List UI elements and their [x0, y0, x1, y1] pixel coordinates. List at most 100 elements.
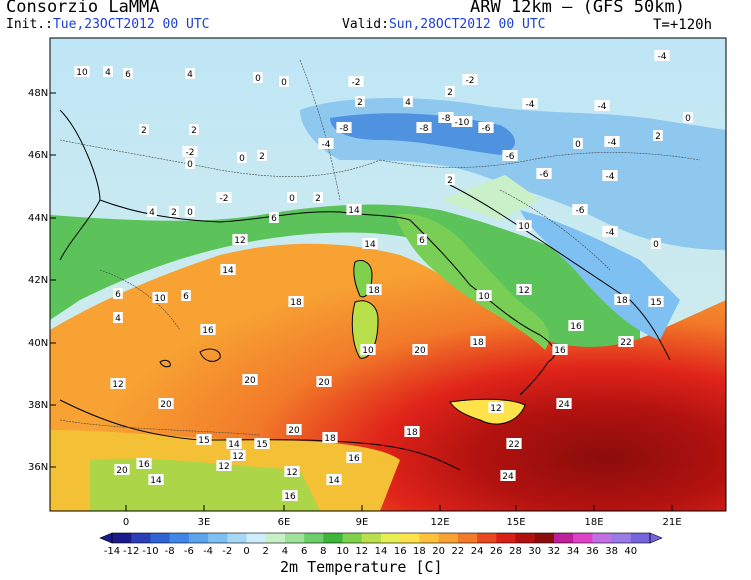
map-frame — [49, 37, 727, 512]
colorbar-label: 34 — [567, 546, 580, 557]
temperature-value-text: 18 — [406, 428, 418, 438]
temperature-value-text: 14 — [150, 476, 162, 486]
colorbar-label: 36 — [586, 546, 599, 557]
temperature-value-label: 22 — [618, 336, 634, 348]
colorbar-label: -2 — [222, 546, 232, 557]
temperature-value-text: 0 — [281, 78, 287, 88]
temperature-value-text: -8 — [442, 114, 451, 124]
temperature-value-text: 20 — [160, 400, 172, 410]
colorbar-swatch — [630, 533, 651, 543]
lon-tick: 21E — [662, 517, 681, 528]
temperature-value-label: 2 — [257, 150, 267, 162]
temperature-value-label: 14 — [226, 438, 242, 450]
colorbar-swatch — [457, 533, 478, 543]
lat-tick: 46N — [28, 150, 48, 161]
temperature-value-label: 2 — [445, 86, 455, 98]
temperature-value-label: -4 — [604, 136, 620, 148]
temperature-value-text: 12 — [218, 462, 229, 472]
temperature-value-label: 18 — [614, 294, 630, 306]
temperature-value-label: 24 — [556, 398, 572, 410]
temperature-value-label: 14 — [220, 264, 236, 276]
temperature-value-label: 2 — [139, 124, 149, 136]
temperature-value-label: 18 — [288, 296, 304, 308]
temperature-value-label: 16 — [552, 344, 568, 356]
temperature-labels: 10 4 6 4 0 0 -22 42-2-4-42 2 -8-8 -10-6-8-4-200 2 -6… — [74, 50, 693, 502]
colorbar-swatch — [438, 533, 459, 543]
temperature-value-text: 18 — [290, 298, 302, 308]
temperature-value-label: -2 — [462, 74, 478, 86]
lon-tick-marks — [125, 505, 673, 511]
colorbar-swatch — [400, 533, 420, 543]
temperature-value-label: -8 — [416, 122, 432, 134]
temperature-value-label: 12 — [516, 284, 532, 296]
temperature-value-label: 0 — [237, 152, 247, 164]
temperature-value-label: 18 — [366, 284, 382, 296]
colorbar-swatch — [304, 533, 324, 543]
temperature-value-label: 14 — [362, 238, 378, 250]
map-fill: 10 4 6 4 0 0 -22 42-2-4-42 2 -8-8 -10-6-8-4-200 2 -6… — [50, 38, 726, 511]
temperature-value-label: 2 — [355, 96, 365, 108]
lat-tick: 44N — [28, 213, 48, 224]
temperature-value-text: 12 — [232, 452, 243, 462]
temperature-value-text: 16 — [570, 322, 582, 332]
temperature-value-text: 20 — [414, 346, 426, 356]
temperature-value-label: 12 — [232, 234, 248, 246]
colorbar-swatch — [169, 533, 190, 543]
temperature-value-label: -6 — [502, 150, 518, 162]
temperature-value-text: 2 — [655, 132, 661, 142]
temperature-value-text: 24 — [502, 472, 514, 482]
temperature-value-text: 0 — [685, 114, 691, 124]
temperature-value-text: 16 — [554, 346, 566, 356]
colorbar-swatch — [284, 533, 305, 543]
temperature-value-text: 12 — [112, 380, 123, 390]
temperature-value-text: 14 — [222, 266, 234, 276]
temperature-value-text: 18 — [324, 434, 336, 444]
temperature-value-label: 2 — [169, 206, 179, 218]
colorbar-label: -12 — [123, 546, 139, 557]
lon-tick: 12E — [430, 517, 449, 528]
colorbar-label: 22 — [451, 546, 464, 557]
temperature-value-text: -8 — [420, 124, 429, 134]
lon-tick: 18E — [584, 517, 603, 528]
temperature-value-label: 15 — [196, 434, 212, 446]
colorbar-swatch — [496, 533, 516, 543]
colorbar-label: 0 — [243, 546, 249, 557]
temperature-value-text: 10 — [478, 292, 490, 302]
temperature-value-label: 10 — [152, 292, 168, 304]
colorbar-labels: -14 -12 -10 -8 -6 -4 -2 0 2 4 6 8 10 12 14 16 18 20 22 24 26… — [104, 546, 637, 557]
temperature-value-label: -8 — [336, 122, 352, 134]
temperature-value-label: 4 — [185, 68, 195, 80]
temperature-value-label: -4 — [602, 170, 618, 182]
colorbar-label: 2 — [263, 546, 269, 557]
temperature-value-text: 0 — [575, 140, 581, 150]
temperature-value-label: 10 — [74, 66, 90, 78]
temperature-value-text: 6 — [419, 236, 425, 246]
temperature-value-text: 0 — [653, 240, 659, 250]
temperature-value-text: -4 — [658, 52, 667, 62]
temperature-value-text: 16 — [284, 492, 296, 502]
colorbar-swatch — [534, 533, 555, 543]
temperature-value-text: 20 — [288, 426, 300, 436]
colorbar-swatch — [592, 533, 613, 543]
temperature-value-label: 0 — [651, 238, 661, 250]
colorbar-label: 10 — [336, 546, 349, 557]
temperature-value-text: 20 — [244, 376, 256, 386]
temperature-value-label: 6 — [181, 290, 191, 302]
temperature-value-text: 10 — [362, 346, 374, 356]
temperature-value-label: 20 — [316, 376, 332, 388]
temperature-value-text: 6 — [183, 292, 189, 302]
temperature-value-text: 0 — [289, 194, 295, 204]
lon-tick: 15E — [506, 517, 525, 528]
temperature-value-text: 2 — [447, 88, 453, 98]
colorbar-label: 38 — [605, 546, 618, 557]
lat-tick: 36N — [28, 462, 48, 473]
temperature-value-text: -4 — [608, 138, 617, 148]
colorbar-swatch — [342, 533, 363, 543]
colorbar-swatch — [208, 533, 228, 543]
temperature-value-label: -2 — [348, 76, 364, 88]
colorbar-swatch — [150, 533, 171, 543]
lat-ticks: 48N 46N 44N 42N 40N 38N 36N — [28, 88, 48, 473]
temperature-value-text: -2 — [352, 78, 361, 88]
temperature-value-text: 16 — [348, 454, 360, 464]
temperature-value-text: -2 — [466, 76, 475, 86]
